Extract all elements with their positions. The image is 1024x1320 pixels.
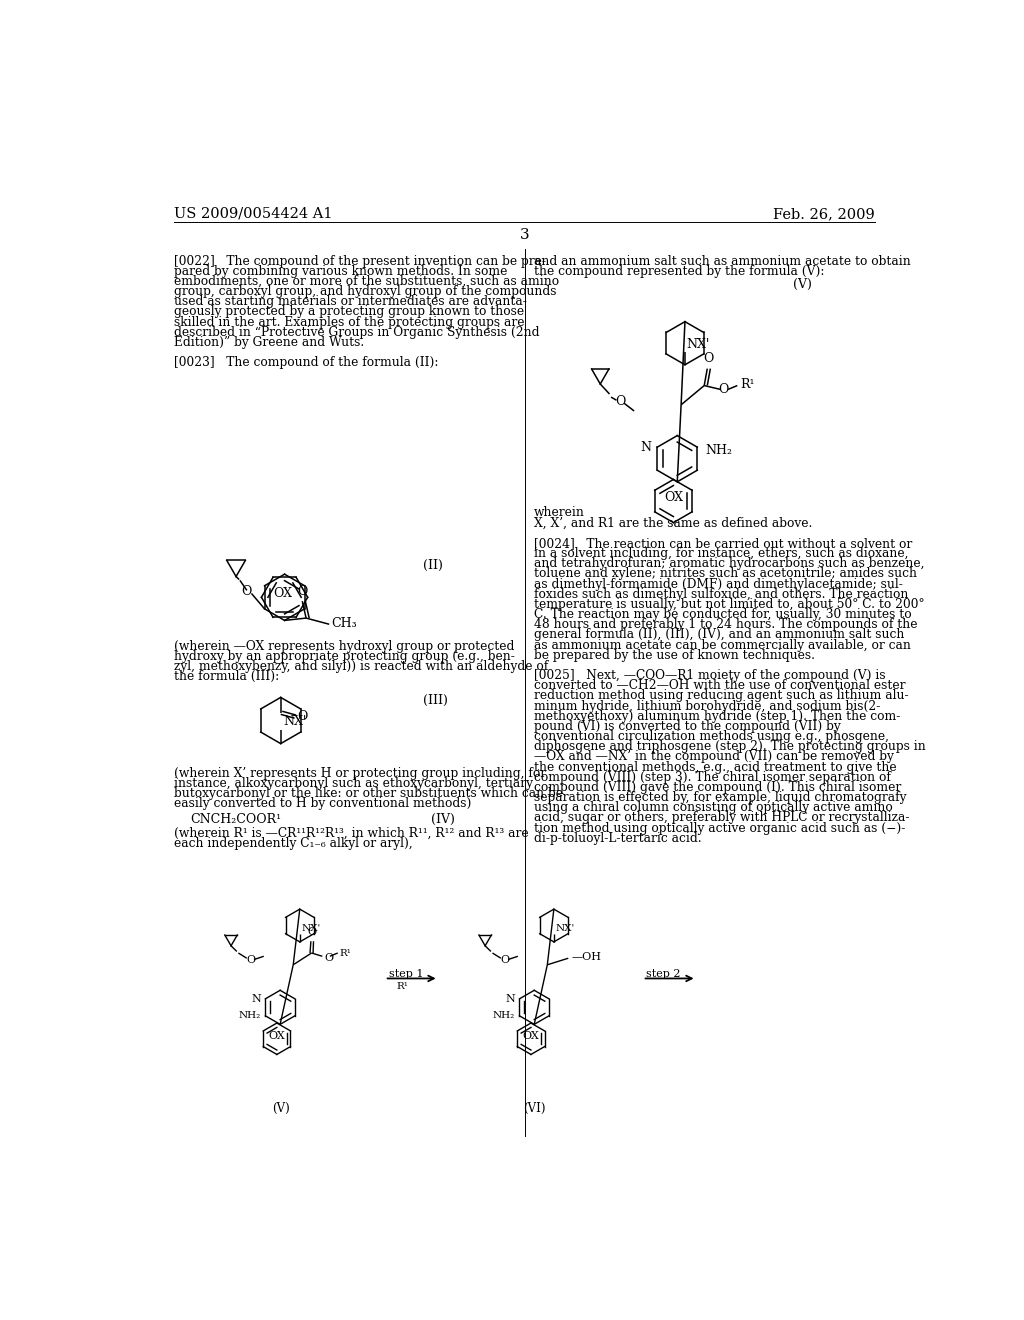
Text: O: O	[325, 953, 334, 962]
Text: zyl, methoxybenzy, and silyl)) is reacted with an aldehyde of: zyl, methoxybenzy, and silyl)) is reacte…	[174, 660, 549, 673]
Text: OX: OX	[268, 1031, 286, 1041]
Text: O: O	[718, 383, 729, 396]
Text: in a solvent including, for instance, ethers, such as dioxane,: in a solvent including, for instance, et…	[535, 546, 908, 560]
Text: R¹: R¹	[740, 379, 755, 391]
Text: [0023]   The compound of the formula (II):: [0023] The compound of the formula (II):	[174, 356, 439, 370]
Text: N: N	[505, 994, 515, 1003]
Text: Edition)” by Greene and Wuts.: Edition)” by Greene and Wuts.	[174, 337, 365, 348]
Text: NX': NX'	[301, 924, 321, 933]
Text: the conventional methods, e.g., acid treatment to give the: the conventional methods, e.g., acid tre…	[535, 760, 897, 774]
Text: NX': NX'	[686, 338, 710, 351]
Text: (IV): (IV)	[431, 813, 455, 826]
Text: X, X’, and R1 are the same as defined above.: X, X’, and R1 are the same as defined ab…	[535, 516, 812, 529]
Text: O: O	[297, 585, 307, 598]
Text: butoxycarbonyl or the like: or other substituents which can be: butoxycarbonyl or the like: or other sub…	[174, 787, 563, 800]
Text: be prepared by the use of known techniques.: be prepared by the use of known techniqu…	[535, 648, 815, 661]
Text: O: O	[298, 710, 308, 723]
Text: conventional circulization methods using e.g., phosgene,: conventional circulization methods using…	[535, 730, 889, 743]
Text: pared by combining various known methods. In some: pared by combining various known methods…	[174, 265, 508, 277]
Text: separation is effected by, for example, liquid chromatografy: separation is effected by, for example, …	[535, 791, 906, 804]
Text: compound (VIII) (step 3). The chiral isomer separation of: compound (VIII) (step 3). The chiral iso…	[535, 771, 891, 784]
Text: US 2009/0054424 A1: US 2009/0054424 A1	[174, 207, 333, 220]
Text: as dimethyl-formamide (DMF) and dimethylacetamide; sul-: as dimethyl-formamide (DMF) and dimethyl…	[535, 578, 903, 590]
Text: (V): (V)	[271, 1102, 290, 1114]
Text: di-p-toluoyl-L-tertaric acid.: di-p-toluoyl-L-tertaric acid.	[535, 832, 701, 845]
Text: the formula (III):: the formula (III):	[174, 671, 280, 684]
Text: geously protected by a protecting group known to those: geously protected by a protecting group …	[174, 305, 524, 318]
Text: and tetrahydrofuran; aromatic hydrocarbons such as benzene,: and tetrahydrofuran; aromatic hydrocarbo…	[535, 557, 925, 570]
Text: methoxyethoxy) aluminum hydride (step 1). Then the com-: methoxyethoxy) aluminum hydride (step 1)…	[535, 710, 900, 723]
Text: O: O	[615, 395, 626, 408]
Text: O: O	[246, 954, 255, 965]
Text: group, carboxyl group, and hydroxyl group of the compounds: group, carboxyl group, and hydroxyl grou…	[174, 285, 557, 298]
Text: (VI): (VI)	[523, 1102, 546, 1114]
Text: skilled in the art. Examples of the protecting groups are: skilled in the art. Examples of the prot…	[174, 315, 525, 329]
Text: wherein: wherein	[535, 507, 585, 520]
Text: temperature is usually, but not limited to, about 50° C. to 200°: temperature is usually, but not limited …	[535, 598, 925, 611]
Text: NH₂: NH₂	[493, 1011, 515, 1019]
Text: N: N	[251, 994, 261, 1003]
Text: —OH: —OH	[571, 952, 601, 962]
Text: O: O	[241, 585, 251, 598]
Text: OX: OX	[273, 587, 293, 601]
Text: the compound represented by the formula (V):: the compound represented by the formula …	[535, 265, 824, 277]
Text: (wherein R¹ is —CR¹¹R¹²R¹³, in which R¹¹, R¹² and R¹³ are: (wherein R¹ is —CR¹¹R¹²R¹³, in which R¹¹…	[174, 826, 529, 840]
Text: used as starting materials or intermediates are advanta-: used as starting materials or intermedia…	[174, 296, 527, 309]
Text: Feb. 26, 2009: Feb. 26, 2009	[773, 207, 876, 220]
Text: O: O	[703, 351, 714, 364]
Text: N: N	[640, 441, 651, 454]
Text: NH₂: NH₂	[239, 1011, 261, 1019]
Text: NH₂: NH₂	[705, 445, 732, 458]
Text: C. The reaction may be conducted for, usually, 30 minutes to: C. The reaction may be conducted for, us…	[535, 609, 911, 622]
Text: each independently C₁₋₆ alkyl or aryl),: each independently C₁₋₆ alkyl or aryl),	[174, 837, 414, 850]
Text: (II): (II)	[423, 558, 443, 572]
Text: embodiments, one or more of the substituents, such as amino: embodiments, one or more of the substitu…	[174, 275, 559, 288]
Text: NX': NX'	[283, 715, 306, 729]
Text: converted to —CH2—OH with the use of conventional ester: converted to —CH2—OH with the use of con…	[535, 680, 905, 692]
Text: O: O	[307, 928, 316, 937]
Text: diphosgene and triphosgene (step 2). The protecting groups in: diphosgene and triphosgene (step 2). The…	[535, 741, 926, 754]
Text: instance, alkoxycarbonyl such as ethoxycarbonyl, tertiary: instance, alkoxycarbonyl such as ethoxyc…	[174, 777, 534, 789]
Text: minum hydride, lithium borohydride, and sodium bis(2-: minum hydride, lithium borohydride, and …	[535, 700, 881, 713]
Text: hydroxy by an appropriate protecting group (e.g., ben-: hydroxy by an appropriate protecting gro…	[174, 649, 515, 663]
Text: toluene and xylene; nitrites such as acetonitrile; amides such: toluene and xylene; nitrites such as ace…	[535, 568, 918, 581]
Text: reduction method using reducing agent such as lithium alu-: reduction method using reducing agent su…	[535, 689, 908, 702]
Text: (V): (V)	[793, 277, 812, 290]
Text: —OX and —NX’ in the compound (VII) can be removed by: —OX and —NX’ in the compound (VII) can b…	[535, 750, 894, 763]
Text: (wherein —OX represents hydroxyl group or protected: (wherein —OX represents hydroxyl group o…	[174, 640, 515, 652]
Text: and an ammonium salt such as ammonium acetate to obtain: and an ammonium salt such as ammonium ac…	[535, 255, 910, 268]
Text: step 2: step 2	[646, 969, 681, 979]
Text: described in “Protective Groups in Organic Synthesis (2nd: described in “Protective Groups in Organ…	[174, 326, 540, 339]
Text: 48 hours and preferably 1 to 24 hours. The compounds of the: 48 hours and preferably 1 to 24 hours. T…	[535, 618, 918, 631]
Text: using a chiral column consisting of optically active amino: using a chiral column consisting of opti…	[535, 801, 893, 814]
Text: CNCH₂COOR¹: CNCH₂COOR¹	[189, 813, 281, 826]
Text: acid, sugar or others, preferably with HPLC or recrystalliza-: acid, sugar or others, preferably with H…	[535, 812, 909, 825]
Text: general formula (II), (III), (IV), and an ammonium salt such: general formula (II), (III), (IV), and a…	[535, 628, 904, 642]
Text: O: O	[500, 954, 509, 965]
Text: R¹: R¹	[396, 982, 409, 991]
Text: CH₃: CH₃	[332, 616, 357, 630]
Text: NX': NX'	[555, 924, 574, 933]
Text: compound (VIII) gave the compound (I). This chiral isomer: compound (VIII) gave the compound (I). T…	[535, 781, 901, 793]
Text: OX: OX	[522, 1031, 540, 1041]
Text: [0025]   Next, —COO—R1 moiety of the compound (V) is: [0025] Next, —COO—R1 moiety of the compo…	[535, 669, 886, 682]
Text: as ammonium acetate can be commercially available, or can: as ammonium acetate can be commercially …	[535, 639, 911, 652]
Text: foxides such as dimethyl sulfoxide, and others. The reaction: foxides such as dimethyl sulfoxide, and …	[535, 587, 908, 601]
Text: easily converted to H by conventional methods): easily converted to H by conventional me…	[174, 797, 472, 810]
Text: (wherein X’ represents H or protecting group including, for: (wherein X’ represents H or protecting g…	[174, 767, 547, 780]
Text: tion method using optically active organic acid such as (−)-: tion method using optically active organ…	[535, 821, 905, 834]
Text: (III): (III)	[423, 693, 449, 706]
Text: step 1: step 1	[388, 969, 423, 979]
Text: 3: 3	[520, 228, 529, 243]
Text: [0022]   The compound of the present invention can be pre-: [0022] The compound of the present inven…	[174, 255, 547, 268]
Text: R¹: R¹	[340, 949, 351, 957]
Text: OX: OX	[664, 491, 683, 504]
Text: pound (VI) is converted to the compound (VII) by: pound (VI) is converted to the compound …	[535, 719, 841, 733]
Text: [0024]   The reaction can be carried out without a solvent or: [0024] The reaction can be carried out w…	[535, 537, 912, 550]
